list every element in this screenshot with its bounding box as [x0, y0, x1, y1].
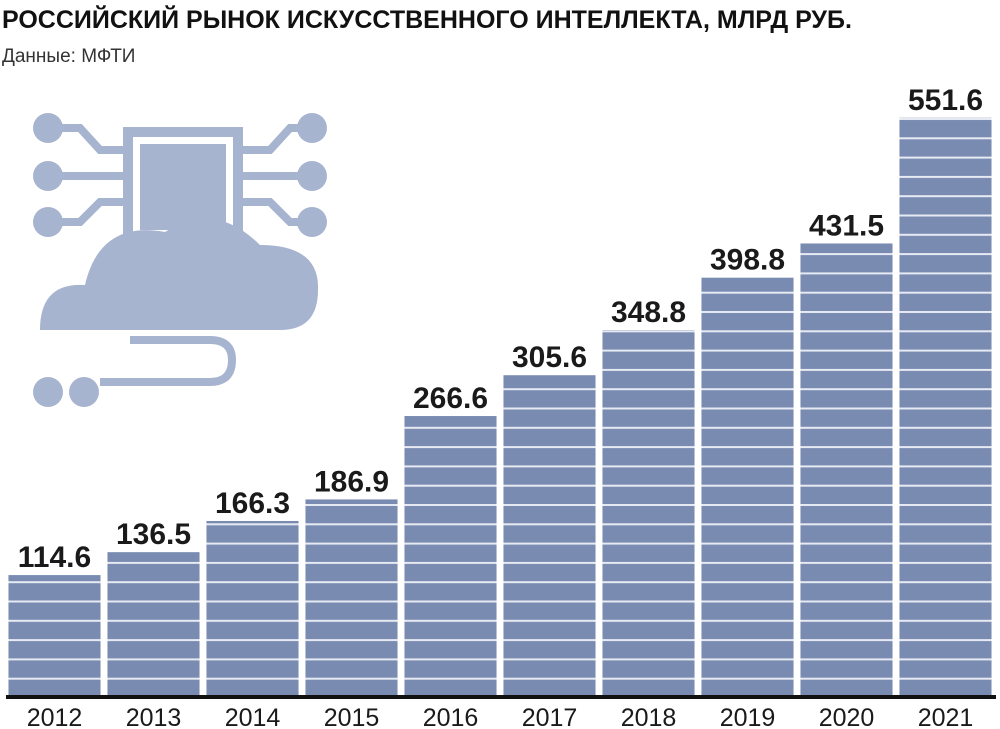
value-label: 186.9 [314, 465, 389, 498]
chart-subtitle: Данные: МФТИ [2, 46, 135, 67]
bar [305, 499, 398, 695]
x-tick-label: 2014 [225, 704, 281, 729]
value-label: 166.3 [215, 487, 290, 520]
value-label: 551.6 [908, 84, 983, 117]
ai-icon [33, 113, 327, 407]
x-tick-label: 2015 [324, 704, 380, 729]
bar [701, 277, 794, 695]
chart-title: РОССИЙСКИЙ РЫНОК ИСКУССТВЕННОГО ИНТЕЛЛЕК… [2, 4, 852, 34]
bar [602, 330, 695, 695]
value-label: 348.8 [611, 296, 686, 329]
bar [899, 117, 992, 696]
value-label: 136.5 [116, 518, 191, 551]
value-label: 431.5 [809, 209, 884, 242]
bar [800, 243, 893, 695]
x-tick-label: 2020 [819, 704, 875, 729]
value-label: 266.6 [413, 382, 488, 415]
bar [503, 375, 596, 695]
x-tick-label: 2019 [720, 704, 776, 729]
x-tick-label: 2021 [918, 704, 974, 729]
x-tick-label: 2013 [126, 704, 182, 729]
x-tick-label: 2012 [27, 704, 83, 729]
x-tick-label: 2017 [522, 704, 578, 729]
x-tick-label: 2016 [423, 704, 479, 729]
value-label: 114.6 [18, 541, 91, 574]
bar [8, 575, 101, 695]
value-label: 398.8 [710, 244, 785, 277]
value-label: 305.6 [512, 341, 587, 374]
x-tick-label: 2018 [621, 704, 677, 729]
bar [206, 520, 299, 695]
bar [107, 552, 200, 695]
bar [404, 416, 497, 695]
